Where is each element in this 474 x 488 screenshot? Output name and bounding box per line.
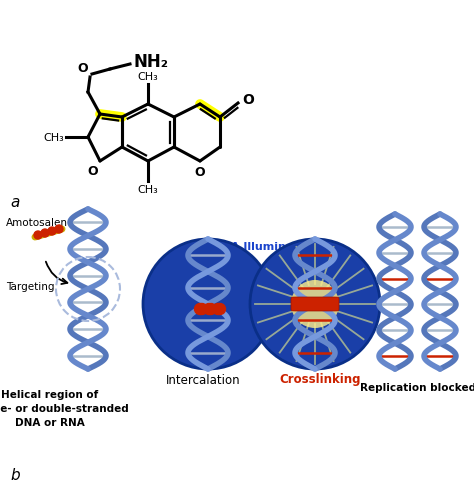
- Circle shape: [48, 227, 56, 236]
- Text: Amotosalen: Amotosalen: [6, 218, 68, 227]
- Text: a: a: [10, 195, 19, 209]
- Text: Intercalation: Intercalation: [166, 373, 240, 386]
- Text: O: O: [77, 62, 88, 75]
- FancyBboxPatch shape: [291, 297, 339, 311]
- Circle shape: [197, 304, 208, 315]
- Text: O: O: [87, 164, 98, 178]
- Text: Replication blocked: Replication blocked: [360, 382, 474, 392]
- Text: Helical region of
single- or double-stranded
DNA or RNA: Helical region of single- or double-stra…: [0, 389, 128, 427]
- Text: CH₃: CH₃: [137, 72, 158, 82]
- Circle shape: [143, 240, 273, 369]
- Circle shape: [55, 225, 63, 234]
- Circle shape: [34, 231, 42, 240]
- Circle shape: [215, 304, 226, 315]
- Text: UVA Illumination: UVA Illumination: [214, 242, 318, 251]
- Text: NH₂: NH₂: [134, 53, 169, 71]
- Circle shape: [194, 304, 206, 315]
- Circle shape: [212, 304, 224, 315]
- Text: Targeting: Targeting: [6, 282, 55, 291]
- Text: O: O: [242, 93, 254, 107]
- Text: b: b: [10, 467, 19, 482]
- Text: CH₃: CH₃: [43, 133, 64, 142]
- Text: Crosslinking: Crosslinking: [279, 373, 361, 386]
- Circle shape: [250, 240, 380, 369]
- Circle shape: [291, 281, 339, 328]
- Circle shape: [41, 229, 49, 238]
- Circle shape: [206, 304, 217, 315]
- Text: CH₃: CH₃: [137, 184, 158, 195]
- Text: O: O: [195, 165, 205, 179]
- Circle shape: [203, 304, 215, 315]
